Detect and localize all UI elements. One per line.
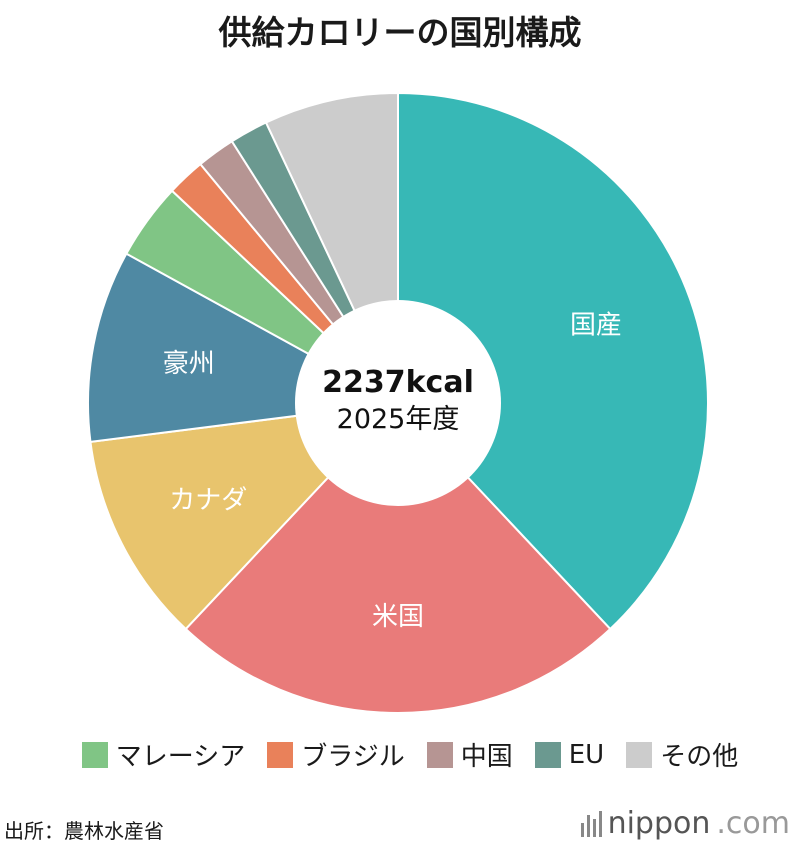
donut-hole (295, 300, 501, 506)
legend-swatch (426, 741, 453, 768)
legend-item: 中国 (426, 736, 513, 773)
brand-domain: .com (716, 806, 790, 841)
legend-swatch (81, 741, 108, 768)
legend-label: ブラジル (301, 742, 405, 772)
legend-swatch (626, 741, 653, 768)
legend-item: マレーシア (81, 736, 246, 773)
legend-label: その他 (660, 742, 739, 772)
pie-slice (184, 401, 612, 714)
legend-label: マレーシア (115, 742, 246, 772)
legend-swatch (534, 741, 561, 768)
nippon-logo-icon (580, 810, 602, 837)
center-total: 2237kcal (322, 365, 474, 400)
center-subtitle: 2025年度 (337, 404, 460, 435)
slice-label: カナダ (169, 486, 247, 516)
legend-label: EU (568, 739, 605, 770)
slice-label: 豪州 (163, 349, 215, 379)
legend: マレーシア ブラジル 中国 EU その他 (40, 736, 780, 773)
slice-label: 米国 (372, 602, 424, 632)
chart-title: 供給カロリーの国別構成 (218, 13, 582, 52)
legend-label: 中国 (460, 742, 513, 772)
brand-name: nippon (607, 806, 711, 841)
legend-swatch (267, 741, 294, 768)
legend-item: その他 (626, 736, 738, 773)
brand-logo: nippon .com (580, 806, 790, 841)
pie-slice (397, 91, 709, 631)
legend-item: ブラジル (267, 736, 405, 773)
slice-label: 国産 (570, 311, 622, 341)
legend-item: EU (534, 739, 605, 770)
source-note: 出所：農林水産省 (4, 819, 164, 843)
